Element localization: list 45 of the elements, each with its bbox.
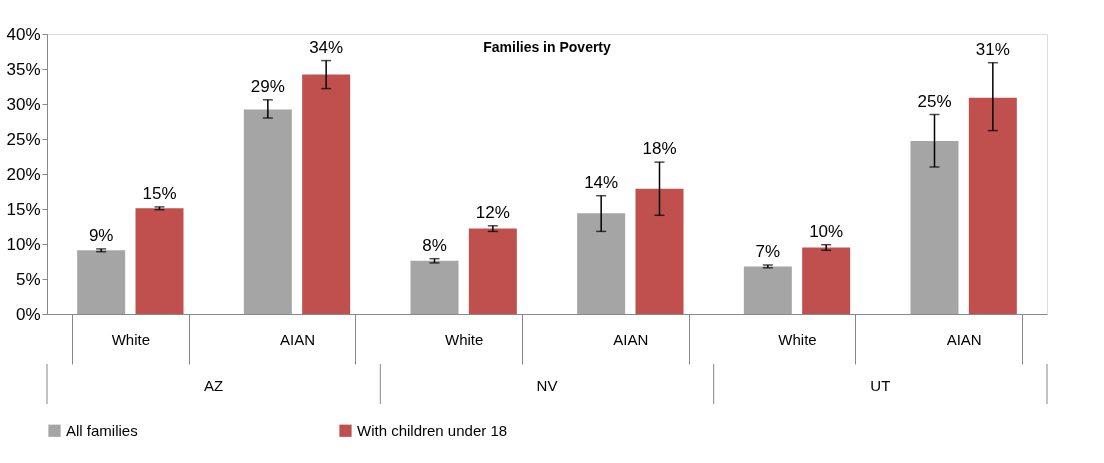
data-label: 29% — [250, 76, 285, 96]
y-tick-label: 30% — [6, 94, 41, 114]
bar — [135, 208, 184, 314]
data-label: 15% — [142, 183, 177, 203]
y-tick-label: 20% — [6, 164, 41, 184]
x-tick-label: AIAN — [279, 330, 316, 348]
data-label: 10% — [809, 221, 844, 241]
y-tick-label: 25% — [6, 129, 41, 149]
y-tick-label: 15% — [6, 199, 41, 219]
data-label: 8% — [422, 235, 447, 255]
data-label: 7% — [755, 242, 781, 261]
x-tick-label: AIAN — [946, 330, 982, 348]
y-tick-label: 40% — [6, 24, 41, 44]
legend-label: All families — [66, 421, 138, 439]
bar — [243, 109, 292, 314]
text: NV — [536, 377, 558, 394]
data-label: 18% — [642, 139, 677, 159]
y-tick-label: 35% — [6, 59, 41, 79]
bar — [468, 228, 517, 314]
bar — [802, 247, 851, 314]
y-tick-label: 5% — [15, 269, 41, 289]
text: UT — [870, 377, 891, 394]
bar — [410, 260, 459, 314]
data-label: 31% — [975, 39, 1010, 59]
data-label: 25% — [917, 91, 952, 111]
y-tick-label: 0% — [15, 304, 41, 324]
chart-title: Families in Poverty — [483, 39, 612, 55]
bar — [968, 97, 1017, 314]
bar — [302, 74, 351, 314]
x-tick-label: White — [778, 330, 817, 348]
text: AZ — [204, 377, 224, 394]
x-tick-label: White — [444, 330, 484, 348]
data-label: 34% — [309, 37, 344, 57]
bar — [635, 188, 684, 314]
bar — [577, 213, 626, 314]
x-tick-label: White — [111, 330, 151, 348]
legend-label: With children under 18 — [357, 421, 508, 439]
x-tick-label: AIAN — [613, 330, 649, 348]
data-label: 9% — [88, 225, 114, 245]
data-label: 12% — [475, 202, 510, 222]
bar — [743, 266, 792, 314]
bar — [910, 141, 959, 314]
data-label: 14% — [584, 172, 619, 192]
bar — [77, 250, 126, 314]
y-tick-label: 10% — [6, 234, 41, 254]
